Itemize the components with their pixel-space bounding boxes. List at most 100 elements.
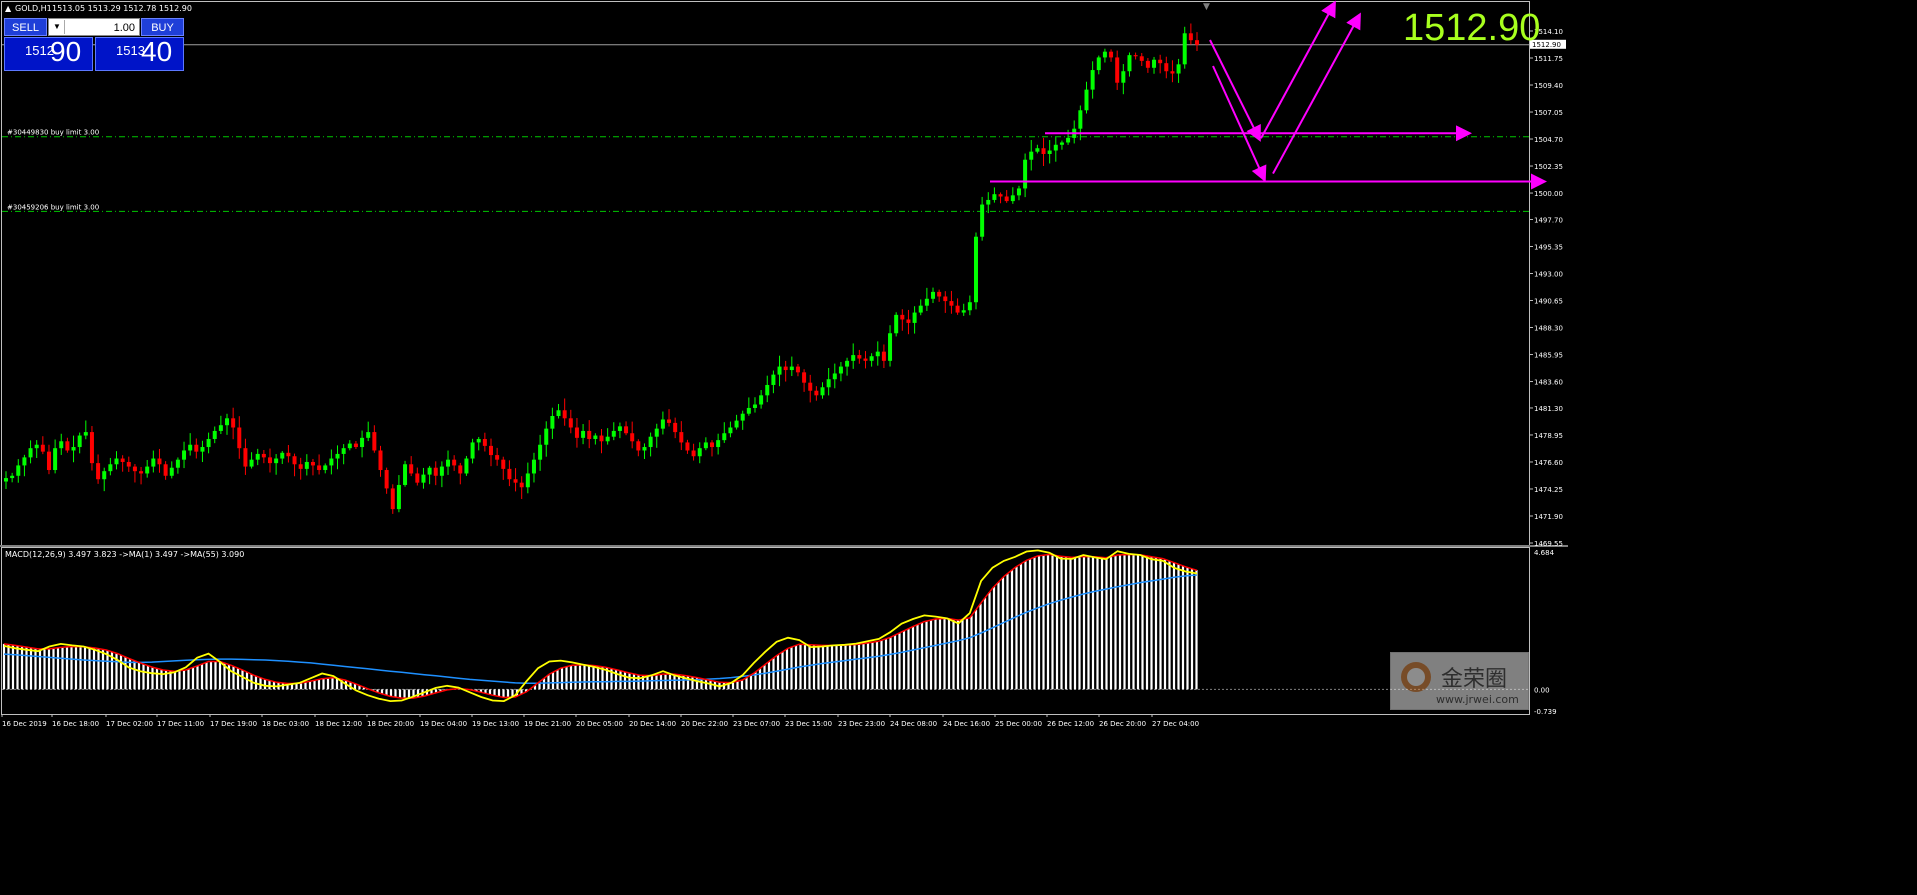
candle-body <box>574 427 579 438</box>
candle-body <box>642 447 647 451</box>
candle-body <box>697 448 702 457</box>
macd-axis-label: 0.00 <box>1534 686 1550 694</box>
time-axis-label: 17 Dec 02:00 <box>106 720 153 728</box>
candle-body <box>992 194 997 200</box>
collapse-icon[interactable]: ▲ <box>5 4 12 13</box>
one-click-trading-panel: SELL ▼ 1.00 BUY 1512 90 1513 40 <box>4 18 184 71</box>
candlestick-series <box>4 23 1199 514</box>
candle-body <box>439 466 444 476</box>
time-axis-label: 20 Dec 22:00 <box>681 720 728 728</box>
candle-body <box>255 453 260 460</box>
time-axis-label: 17 Dec 19:00 <box>210 720 257 728</box>
candle-body <box>624 426 629 434</box>
candle-body <box>360 437 365 448</box>
candle-body <box>108 464 113 472</box>
candle-body <box>845 360 850 367</box>
candle-body <box>366 432 371 438</box>
candle-body <box>1102 51 1107 58</box>
macd-ma55-line <box>3 574 1198 684</box>
chart-background <box>0 0 1568 732</box>
candle-body <box>814 390 819 396</box>
chart-canvas[interactable]: ▲ GOLD,H1 1513.05 1513.29 1512.78 1512.9… <box>0 0 1568 732</box>
up-arrow-1[interactable] <box>1260 0 1336 139</box>
time-axis[interactable]: 16 Dec 2019 16 Dec 18:00 17 Dec 02:00 17 De… <box>1 714 1199 728</box>
candle-body <box>231 418 236 428</box>
candle-body <box>507 468 512 480</box>
candle-body <box>329 458 334 466</box>
candle-body <box>654 428 659 437</box>
candle-body <box>139 471 144 474</box>
sell-button[interactable]: SELL <box>4 18 47 36</box>
candle-body <box>789 366 794 371</box>
buy-button[interactable]: BUY <box>141 18 184 36</box>
price-axis-label: 1474.25 <box>1534 486 1563 494</box>
candle-body <box>145 466 150 474</box>
price-axis-label: 1509.40 <box>1534 82 1563 90</box>
time-axis-label: 18 Dec 03:00 <box>262 720 309 728</box>
candle-body <box>237 427 242 449</box>
candle-body <box>151 458 156 467</box>
candle-body <box>685 442 690 451</box>
annotation-layer[interactable] <box>990 0 1547 190</box>
time-axis-label: 19 Dec 21:00 <box>524 720 571 728</box>
lot-size-input[interactable]: ▼ 1.00 <box>48 18 140 36</box>
candle-body <box>1016 188 1021 196</box>
candle-body <box>77 435 82 448</box>
macd-label: MACD(12,26,9) 3.497 3.823 ->MA(1) 3.497 … <box>5 550 244 559</box>
big-price-readout: 1512.90 <box>1403 7 1541 49</box>
time-axis-label: 23 Dec 15:00 <box>785 720 832 728</box>
candle-body <box>310 461 315 466</box>
candle-body <box>703 442 708 449</box>
candle-body <box>292 456 297 465</box>
price-axis[interactable]: 1514.10 1511.75 1509.40 1507.05 1504.70 1502.… <box>1529 28 1563 548</box>
down-arrow-2[interactable] <box>1212 65 1267 183</box>
candle-body <box>249 459 254 467</box>
candle-body <box>206 438 211 448</box>
candle-body <box>531 459 536 474</box>
candle-body <box>980 204 985 237</box>
candle-body <box>667 419 672 423</box>
current-price-tag <box>1530 39 1566 49</box>
candle-body <box>1004 196 1009 202</box>
candle-body <box>446 459 451 467</box>
candle-body <box>102 471 107 480</box>
price-axis-label: 1493.00 <box>1534 270 1563 278</box>
candle-body <box>906 319 911 323</box>
time-axis-label: 23 Dec 07:00 <box>733 720 780 728</box>
up-arrow-2[interactable] <box>1272 12 1361 175</box>
ohlc-values: 1513.05 1513.29 1512.78 1512.90 <box>52 4 192 13</box>
candle-body <box>519 482 524 488</box>
candle-body <box>286 452 291 457</box>
candle-body <box>820 387 825 396</box>
candle-body <box>525 473 530 488</box>
candle-body <box>274 458 279 464</box>
buy-price-box[interactable]: 1513 40 <box>95 36 184 71</box>
candle-body <box>298 464 303 469</box>
candle-body <box>943 296 948 302</box>
price-axis-label: 1507.05 <box>1534 109 1563 117</box>
sell-price-box[interactable]: 1512 90 <box>4 36 93 71</box>
candle-body <box>771 374 776 385</box>
macd-axis[interactable]: 4.684 0.00 -0.739 <box>1534 549 1557 716</box>
candle-body <box>777 366 782 375</box>
chart-shift-icon[interactable]: ▼ <box>1203 2 1210 12</box>
candle-body <box>924 298 929 306</box>
candle-body <box>550 416 555 429</box>
buy-limit-order-label: #30459206 buy limit 3.00 <box>7 203 99 211</box>
candle-body <box>1195 40 1199 45</box>
candle-body <box>605 436 610 442</box>
candle-body <box>1152 59 1157 68</box>
buy-price-small: 1513 <box>116 43 145 58</box>
candle-body <box>630 433 635 442</box>
candle-body <box>488 445 493 456</box>
time-axis-label: 19 Dec 04:00 <box>420 720 467 728</box>
time-axis-label: 20 Dec 05:00 <box>576 720 623 728</box>
lot-dropdown-arrow-icon[interactable]: ▼ <box>50 20 65 34</box>
price-axis-label: 1504.70 <box>1534 136 1563 144</box>
candle-body <box>1066 137 1071 143</box>
down-arrow-1[interactable] <box>1209 39 1261 142</box>
candle-body <box>808 382 813 391</box>
candle-body <box>353 443 358 448</box>
candle-body <box>347 443 352 449</box>
candle-body <box>409 464 414 474</box>
